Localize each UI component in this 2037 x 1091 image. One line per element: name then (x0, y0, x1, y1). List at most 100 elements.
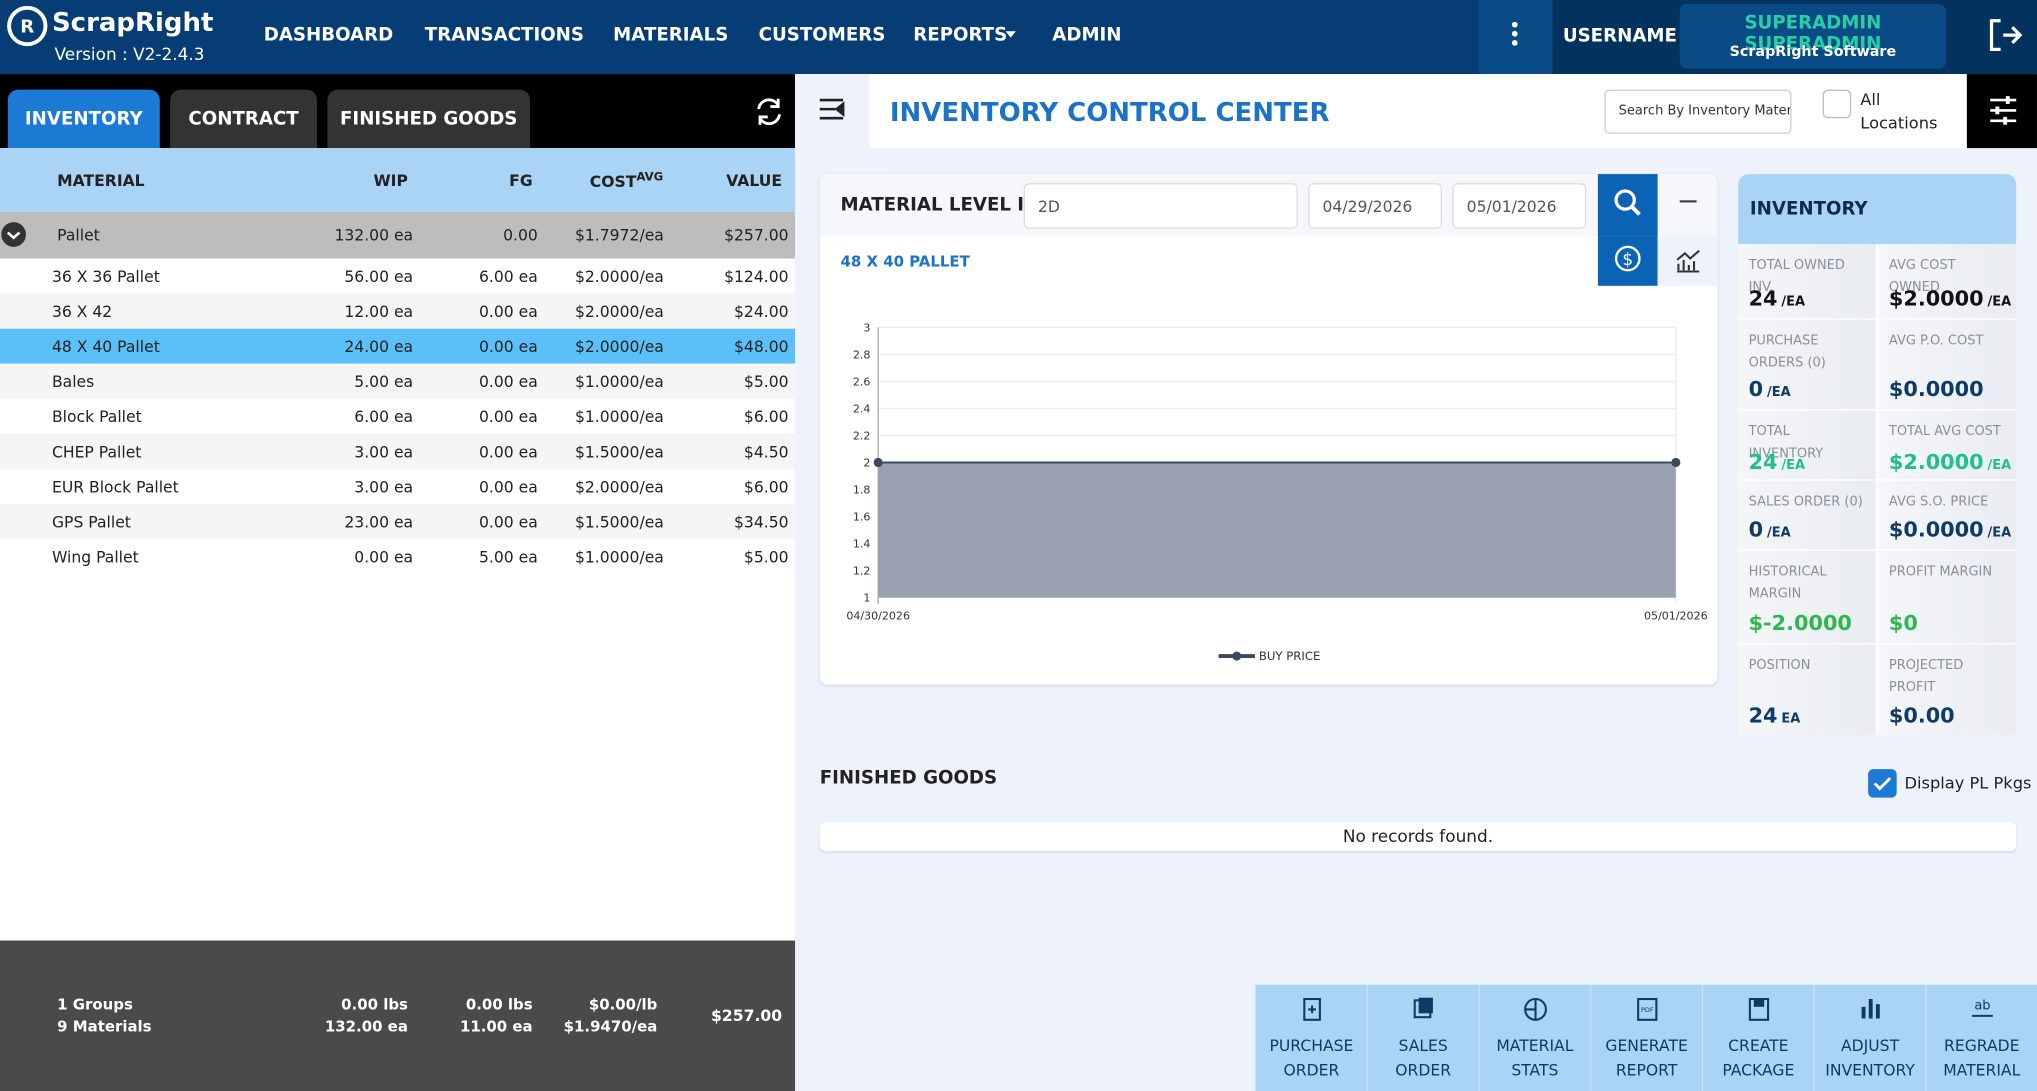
value: $0.0000 (1888, 517, 1984, 542)
menu-button[interactable] (1478, 0, 1553, 75)
unit: /EA (1987, 294, 2012, 310)
action-button[interactable]: ab REGRADE MATERIAL (1925, 984, 2037, 1091)
action-icon (1748, 997, 1770, 1021)
minimize-button[interactable] (1658, 174, 1718, 236)
date-to-text: 05/01/2026 (1466, 197, 1557, 216)
table-cell: $5.00 (743, 548, 789, 567)
table-cell: $2.0000/ea (574, 267, 664, 286)
table-footer: $257.00 1 Groups 0.00 lbs 0.00 lbs $0.00/lb… (0, 940, 796, 1091)
header: R ScrapRight Version : V2-2.4.3 DASHBOAR… (0, 0, 2037, 75)
date-to[interactable]: 05/01/2026 (1452, 183, 1587, 229)
tab[interactable]: INVENTORY (7, 89, 160, 149)
tab[interactable]: CONTRACT (170, 89, 317, 149)
action-label: SALES ORDER (1395, 1036, 1452, 1080)
company: ScrapRight Software (1729, 42, 1897, 60)
summary-value: 24 EA (1749, 703, 1801, 728)
date-from-text: 04/29/2026 (1322, 197, 1413, 216)
y-tick-label: 1.4 (853, 537, 871, 550)
action-button[interactable]: ADJUST INVENTORY (1813, 984, 1926, 1091)
summary-value: 0/EA (1749, 517, 1791, 542)
action-label: ADJUST INVENTORY (1825, 1036, 1915, 1080)
column-header-sup: AVG (636, 171, 664, 185)
action-button[interactable]: MATERIAL STATS (1478, 984, 1590, 1091)
user-name: SUPERADMIN SUPERADMIN (1744, 12, 1882, 55)
chart: 1 1.2 1.4 1.6 1.8 2 2.2 2.4 2.6 2.8 3 04/30/2026 05/… (846, 321, 1707, 663)
nav-item[interactable]: ADMIN (1052, 24, 1122, 46)
summary-cell: PURCHASE ORDERS (0) 0/EA (1738, 319, 1876, 410)
summary-value: $2.0000/EA (1889, 449, 2011, 474)
footer-cell: 0.00 lbs (341, 995, 408, 1014)
column-header: VALUE (726, 171, 783, 190)
checkbox[interactable] (1868, 769, 1897, 798)
nav-item[interactable]: CUSTOMERS (758, 24, 886, 46)
chart-title: 48 X 40 PALLET (840, 252, 970, 271)
table-row[interactable]: GPS Pallet 23.00 ea 0.00 ea $1.5000/ea $34.5… (0, 504, 796, 540)
y-tick-label: 3 (863, 321, 870, 334)
table-row[interactable]: Wing Pallet 0.00 ea 5.00 ea $1.0000/ea $5.00 (0, 539, 796, 575)
search-button[interactable] (1597, 174, 1658, 237)
nav-item[interactable]: DASHBOARD (263, 24, 394, 46)
value: 0 (1748, 376, 1764, 402)
table-row[interactable]: Block Pallet 6.00 ea 0.00 ea $1.0000/ea $6.0… (0, 398, 796, 434)
table-cell: 6.00 ea (354, 407, 414, 427)
table-cell: $2.0000/ea (574, 302, 664, 321)
value: 24 (1748, 449, 1778, 475)
nav-item[interactable]: TRANSACTIONS (424, 24, 585, 46)
value: $0 (1888, 610, 1918, 636)
table-cell: $34.50 (733, 513, 789, 532)
summary-cell: PROFIT MARGIN $0 (1878, 550, 2017, 644)
table-row[interactable]: EUR Block Pallet 3.00 ea 0.00 ea $2.0000/ea… (0, 468, 796, 505)
nav-item[interactable]: REPORTS (913, 24, 1008, 46)
refresh-icon[interactable] (753, 96, 784, 127)
x-tick-label: 04/30/2026 (846, 610, 910, 623)
footer-cell: 0.00 lbs (465, 995, 533, 1014)
legend-label: BUY PRICE (1259, 649, 1321, 663)
action-icon: PDF (1637, 997, 1658, 1021)
chart-view-button[interactable] (1657, 236, 1718, 286)
table-cell: 0.00 ea (479, 337, 538, 356)
price-view-button[interactable]: $ (1597, 236, 1658, 286)
column-header: WIP (373, 171, 408, 190)
logout-icon[interactable] (1985, 16, 2024, 55)
group-cell: $257.00 (724, 226, 789, 245)
table-row[interactable]: Bales 5.00 ea 0.00 ea $1.0000/ea $5.00 (0, 363, 796, 399)
summary-label: AVG S.O. PRICE (1888, 494, 1989, 510)
point (873, 457, 883, 468)
summary-label: PROFIT MARGIN (1888, 565, 1993, 580)
action-button[interactable]: PDF GENERATE REPORT (1590, 984, 1702, 1091)
table-cell: $1.0000/ea (574, 548, 664, 567)
table-cell: $1.0000/ea (574, 372, 664, 392)
table-row[interactable]: 48 X 40 Pallet 24.00 ea 0.00 ea $2.0000/ea $… (0, 328, 796, 364)
table-row[interactable]: 36 X 42 12.00 ea 0.00 ea $2.0000/ea $24.00 (0, 293, 796, 329)
summary-label: TOTAL AVG COST (1888, 424, 2001, 440)
expand-icon[interactable] (1, 222, 26, 247)
page-title: INVENTORY CONTROL CENTER (889, 96, 1330, 128)
y-tick-label: 2.2 (853, 429, 871, 442)
user-box[interactable]: SUPERADMIN SUPERADMIN ScrapRight Softwar… (1679, 3, 1947, 69)
table-cell: 0.00 ea (479, 442, 538, 462)
search-select[interactable]: Search By Inventory Material (1604, 89, 1792, 134)
summary-cell: HISTORICAL MARGIN $-2.0000 (1738, 550, 1876, 644)
tab[interactable]: FINISHED GOODS (327, 89, 531, 149)
summary-cell: AVG P.O. COST $0.0000 (1878, 319, 2017, 410)
toolbar: INVENTORY CONTROL CENTER Search By Inven… (795, 74, 2037, 149)
action-button[interactable]: CREATE PACKAGE (1701, 984, 1814, 1091)
action-button[interactable]: PURCHASE ORDER (1254, 984, 1367, 1091)
nav-item[interactable]: MATERIALS (613, 24, 729, 46)
table-cell: 56.00 ea (344, 267, 414, 286)
filter-button[interactable] (1966, 74, 2037, 149)
collapse-button[interactable] (795, 74, 870, 149)
unit: EA (1781, 711, 1801, 727)
checkbox[interactable] (1822, 89, 1852, 119)
action-icon (1524, 997, 1547, 1021)
date-from[interactable]: 04/29/2026 (1308, 183, 1443, 229)
action-icon (1303, 997, 1321, 1021)
table-row[interactable]: CHEP Pallet 3.00 ea 0.00 ea $1.5000/ea $4.50 (0, 433, 796, 469)
table-cell: 24.00 ea (344, 337, 414, 356)
summary-value: $0 (1889, 611, 1918, 636)
period-select[interactable]: 2D (1023, 183, 1298, 229)
column-header-text: COST (589, 172, 637, 191)
table-row[interactable]: 36 X 36 Pallet 56.00 ea 6.00 ea $2.0000/ea $… (0, 258, 796, 294)
table-cell: $24.00 (733, 302, 789, 321)
action-button[interactable]: SALES ORDER (1366, 984, 1479, 1091)
